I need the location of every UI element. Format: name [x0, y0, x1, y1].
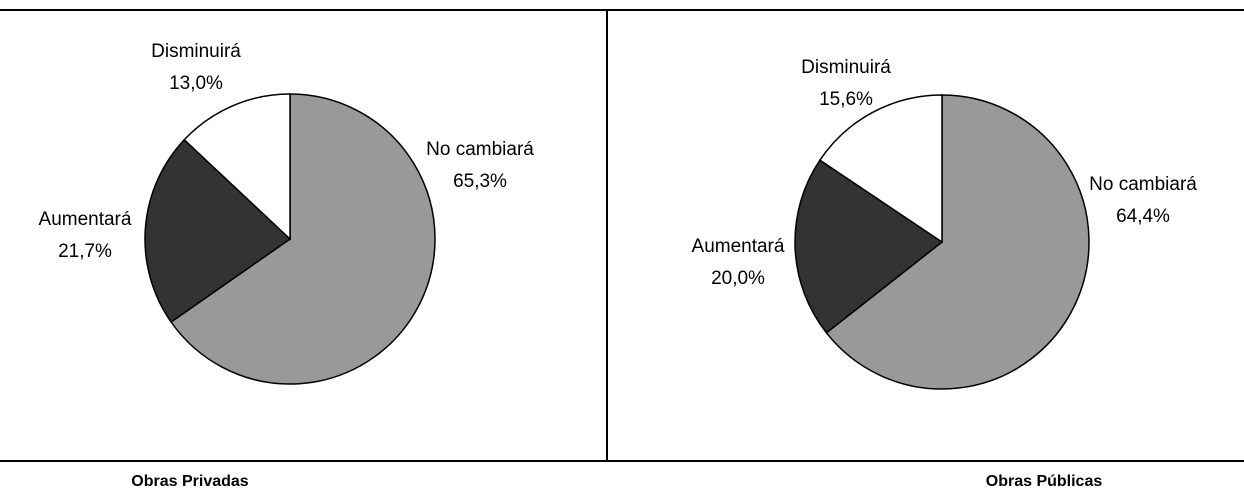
- pie-slice: [170, 93, 436, 385]
- slice-label: Aumentará: [692, 236, 785, 257]
- chart-caption: Obras Privadas: [131, 473, 249, 490]
- slice-label: Aumentará: [39, 209, 132, 230]
- pie-slice: [825, 94, 1090, 390]
- value-label: 21,7%: [58, 241, 112, 262]
- value-label: 15,6%: [819, 89, 873, 110]
- slice-label: No cambiará: [1089, 174, 1197, 195]
- value-label: 20,0%: [711, 268, 765, 289]
- value-label: 64,4%: [1116, 206, 1170, 227]
- pie-slice: [144, 138, 292, 324]
- value-label: 65,3%: [453, 171, 507, 192]
- slice-label: Disminuirá: [801, 57, 891, 78]
- slice-label: No cambiará: [426, 139, 534, 160]
- chart-caption: Obras Públicas: [986, 473, 1103, 490]
- slice-label: Disminuirá: [151, 41, 241, 62]
- pie-slice: [183, 93, 291, 241]
- pie-slice: [818, 94, 943, 244]
- value-label: 13,0%: [169, 73, 223, 94]
- pie-slice: [794, 159, 944, 334]
